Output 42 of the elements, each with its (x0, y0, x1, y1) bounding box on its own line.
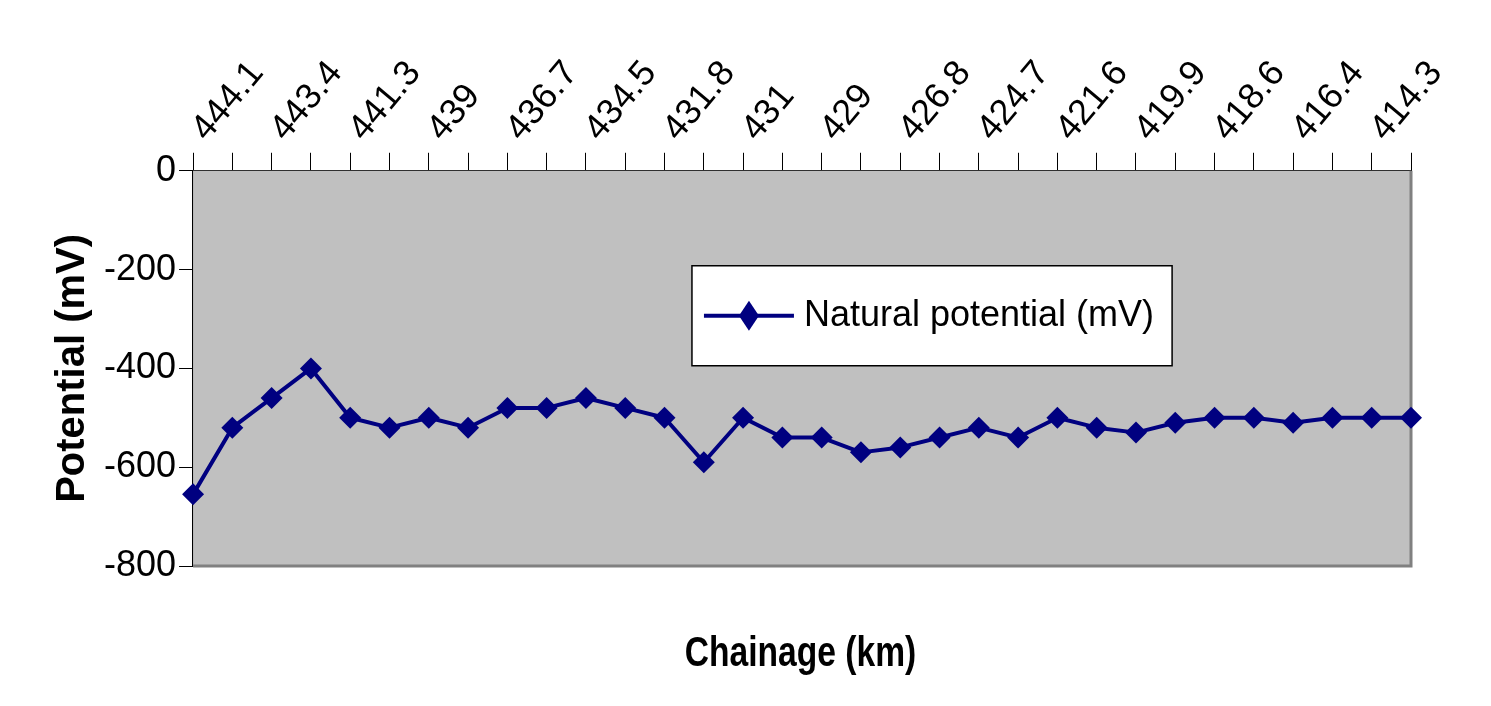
x-tick-label: 429 (810, 75, 881, 148)
point (889, 436, 912, 459)
point (496, 396, 519, 419)
y-tick-label: -400 (103, 345, 177, 387)
point (260, 387, 283, 410)
y-tick-label: 0 (156, 147, 177, 189)
point (692, 451, 715, 474)
y-tick-label: -600 (103, 444, 177, 486)
y-axis-title: Potential (mV) (48, 233, 93, 503)
point (732, 406, 755, 429)
point (1046, 406, 1069, 429)
point (614, 396, 637, 419)
point (849, 441, 872, 464)
point (1007, 426, 1030, 449)
point (535, 396, 558, 419)
point (417, 406, 440, 429)
x-axis-title: Chainage (km) (683, 628, 918, 676)
point (1321, 406, 1344, 429)
point (771, 426, 794, 449)
point (221, 416, 244, 439)
point (1085, 416, 1108, 439)
y-tick-label: -800 (103, 542, 177, 584)
point (1124, 421, 1147, 444)
point (339, 406, 362, 429)
point (299, 357, 322, 380)
point (182, 483, 205, 506)
point (1282, 411, 1305, 434)
point (1400, 406, 1422, 429)
point (1360, 406, 1383, 429)
y-tick-label: -200 (103, 246, 177, 288)
legend-label: Natural potential (mV) (803, 292, 1155, 334)
point (1203, 406, 1226, 429)
point (574, 387, 597, 410)
x-tick-label: 439 (417, 75, 488, 148)
point (457, 416, 480, 439)
point (653, 406, 676, 429)
point (810, 426, 833, 449)
point (1164, 411, 1187, 434)
point (1242, 406, 1265, 429)
point (967, 416, 990, 439)
point (378, 416, 401, 439)
point (928, 426, 951, 449)
